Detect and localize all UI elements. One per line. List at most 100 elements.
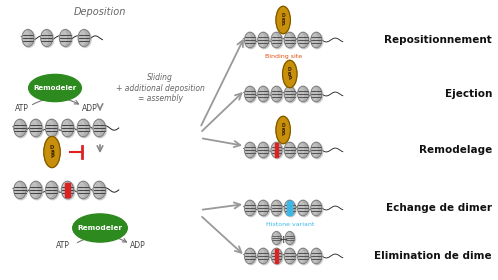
Ellipse shape bbox=[246, 249, 250, 263]
Ellipse shape bbox=[47, 120, 53, 136]
Ellipse shape bbox=[60, 31, 73, 48]
Ellipse shape bbox=[47, 183, 53, 197]
Ellipse shape bbox=[311, 86, 322, 102]
Bar bbox=[65, 183, 70, 197]
Ellipse shape bbox=[14, 120, 27, 138]
Ellipse shape bbox=[246, 33, 250, 47]
Ellipse shape bbox=[73, 214, 127, 242]
Ellipse shape bbox=[285, 87, 296, 103]
Ellipse shape bbox=[14, 181, 26, 199]
Ellipse shape bbox=[276, 6, 290, 34]
Ellipse shape bbox=[272, 143, 277, 157]
Ellipse shape bbox=[44, 136, 60, 167]
Ellipse shape bbox=[298, 86, 308, 102]
Ellipse shape bbox=[30, 181, 42, 199]
Text: Histone variant: Histone variant bbox=[265, 222, 314, 227]
Ellipse shape bbox=[272, 232, 281, 244]
Ellipse shape bbox=[258, 33, 264, 47]
Ellipse shape bbox=[23, 31, 29, 45]
Ellipse shape bbox=[245, 200, 255, 216]
Ellipse shape bbox=[284, 142, 295, 158]
Ellipse shape bbox=[276, 116, 290, 144]
Ellipse shape bbox=[312, 33, 323, 49]
Ellipse shape bbox=[285, 232, 290, 244]
Ellipse shape bbox=[258, 201, 270, 217]
Ellipse shape bbox=[30, 182, 43, 200]
Ellipse shape bbox=[298, 33, 310, 49]
Ellipse shape bbox=[271, 32, 282, 48]
Ellipse shape bbox=[272, 87, 283, 103]
Text: D
B
P: D B P bbox=[281, 13, 285, 27]
Ellipse shape bbox=[94, 120, 107, 138]
Ellipse shape bbox=[298, 143, 304, 157]
Ellipse shape bbox=[312, 201, 323, 217]
Ellipse shape bbox=[245, 142, 255, 158]
Ellipse shape bbox=[30, 120, 43, 138]
Ellipse shape bbox=[246, 249, 257, 265]
Ellipse shape bbox=[245, 32, 255, 48]
Ellipse shape bbox=[258, 200, 269, 216]
Ellipse shape bbox=[284, 86, 295, 102]
Ellipse shape bbox=[311, 142, 322, 158]
Ellipse shape bbox=[282, 60, 297, 88]
Ellipse shape bbox=[62, 120, 75, 138]
Ellipse shape bbox=[285, 87, 290, 101]
Ellipse shape bbox=[29, 74, 81, 102]
Ellipse shape bbox=[298, 201, 304, 215]
Ellipse shape bbox=[271, 200, 282, 216]
Ellipse shape bbox=[285, 143, 296, 159]
Ellipse shape bbox=[46, 120, 59, 138]
Ellipse shape bbox=[14, 182, 27, 200]
Ellipse shape bbox=[272, 249, 283, 265]
Ellipse shape bbox=[62, 182, 75, 200]
Ellipse shape bbox=[298, 33, 304, 47]
Ellipse shape bbox=[94, 182, 107, 200]
Ellipse shape bbox=[298, 32, 308, 48]
Text: D
B
P: D B P bbox=[288, 67, 292, 81]
Ellipse shape bbox=[31, 183, 37, 197]
Bar bbox=[274, 143, 278, 157]
Ellipse shape bbox=[311, 248, 322, 264]
Ellipse shape bbox=[30, 119, 42, 137]
Ellipse shape bbox=[285, 232, 294, 244]
Ellipse shape bbox=[246, 201, 257, 217]
Ellipse shape bbox=[312, 201, 317, 215]
Text: D
B
P: D B P bbox=[281, 123, 285, 137]
Ellipse shape bbox=[15, 183, 21, 197]
Ellipse shape bbox=[298, 201, 310, 217]
Ellipse shape bbox=[272, 249, 277, 263]
Ellipse shape bbox=[93, 119, 106, 137]
Ellipse shape bbox=[298, 248, 308, 264]
Ellipse shape bbox=[258, 249, 270, 265]
Ellipse shape bbox=[284, 200, 295, 216]
Text: Sliding
+ additional deposition
= assembly: Sliding + additional deposition = assemb… bbox=[116, 73, 205, 103]
Text: Remodeler: Remodeler bbox=[33, 85, 77, 91]
Ellipse shape bbox=[298, 249, 304, 263]
Ellipse shape bbox=[272, 232, 277, 244]
Ellipse shape bbox=[272, 33, 277, 47]
Ellipse shape bbox=[284, 248, 295, 264]
Ellipse shape bbox=[272, 201, 277, 215]
Ellipse shape bbox=[78, 29, 90, 46]
Ellipse shape bbox=[285, 33, 290, 47]
Text: D
B
P: D B P bbox=[50, 145, 54, 159]
Ellipse shape bbox=[258, 32, 269, 48]
Ellipse shape bbox=[258, 143, 270, 159]
Ellipse shape bbox=[312, 143, 323, 159]
Ellipse shape bbox=[245, 248, 255, 264]
Ellipse shape bbox=[285, 143, 290, 157]
Ellipse shape bbox=[61, 181, 74, 199]
Ellipse shape bbox=[285, 249, 290, 263]
Ellipse shape bbox=[22, 29, 34, 46]
Ellipse shape bbox=[272, 87, 277, 101]
Ellipse shape bbox=[271, 142, 282, 158]
Ellipse shape bbox=[298, 143, 310, 159]
Ellipse shape bbox=[312, 249, 317, 263]
Ellipse shape bbox=[312, 143, 317, 157]
Bar bbox=[287, 201, 292, 214]
Ellipse shape bbox=[273, 232, 282, 246]
Text: ADP: ADP bbox=[82, 104, 98, 113]
Bar bbox=[274, 249, 278, 263]
Ellipse shape bbox=[93, 181, 106, 199]
Text: Binding site: Binding site bbox=[264, 54, 302, 59]
